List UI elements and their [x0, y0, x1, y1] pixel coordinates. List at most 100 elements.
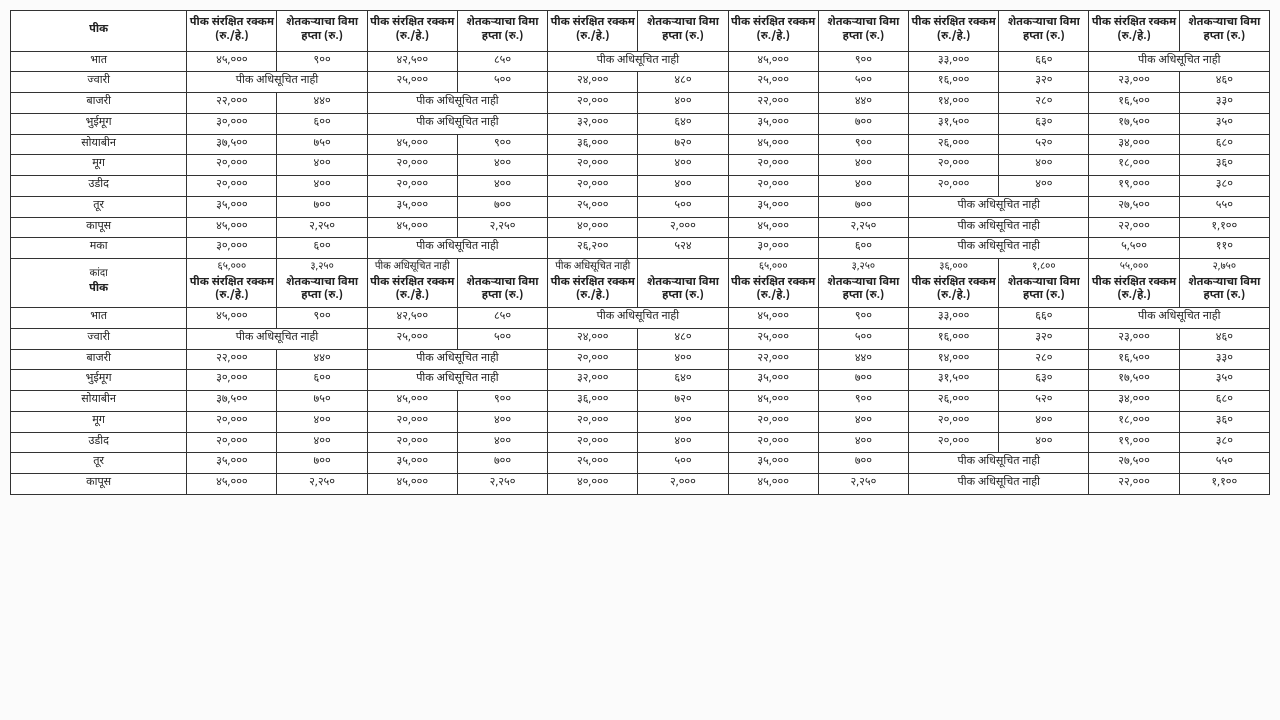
not-notified-cell: पीक अधिसूचित नाही [187, 328, 367, 349]
protected-amount: ४२,५०० [367, 51, 457, 72]
premium: ३२० [999, 72, 1089, 93]
not-notified-cell: पीक अधिसूचित नाही [548, 308, 728, 329]
protected-amount: २०,००० [728, 411, 818, 432]
not-notified-cell: पीक अधिसूचित नाही [909, 474, 1089, 495]
premium: ९०० [277, 51, 367, 72]
protected-amount: ३०,००० [728, 238, 818, 259]
stacked-cell: ३,२५० शेतकऱ्याचा विमा हप्ता (रु.) [818, 259, 908, 308]
premium: ५२० [999, 391, 1089, 412]
protected-amount: २०,००० [909, 411, 999, 432]
crop-name: ज्वारी [11, 328, 187, 349]
protected-amount: ३७,५०० [187, 134, 277, 155]
premium: ४०० [818, 155, 908, 176]
premium: ४०० [277, 411, 367, 432]
protected-amount: ४५,००० [367, 217, 457, 238]
protected-amount: २०,००० [187, 155, 277, 176]
protected-amount: २४,००० [548, 72, 638, 93]
crop-name: मूग [11, 411, 187, 432]
premium: ८५० [457, 308, 547, 329]
premium: ९०० [818, 134, 908, 155]
premium: ४०० [999, 432, 1089, 453]
protected-amount: १८,००० [1089, 411, 1179, 432]
premium: ४४० [818, 349, 908, 370]
stacked-cell: ३,२५० शेतकऱ्याचा विमा हप्ता (रु.) [277, 259, 367, 308]
protected-amount: २०,००० [367, 155, 457, 176]
premium: ७०० [818, 370, 908, 391]
crop-name-stacked: कांदा पीक [11, 259, 187, 308]
header-premium: शेतकऱ्याचा विमा हप्ता (रु.) [460, 277, 545, 305]
header-protected-amount: पीक संरक्षित रक्कम (रु./हे.) [370, 277, 455, 305]
not-notified-cell: पीक अधिसूचित नाही [548, 51, 728, 72]
protected-amount: ४५,००० [728, 51, 818, 72]
protected-amount: १७,५०० [1089, 370, 1179, 391]
table-body: भात४५,०००९००४२,५००८५०पीक अधिसूचित नाही४५… [11, 51, 1270, 494]
premium: ३३० [1179, 349, 1269, 370]
crop-name: सोयाबीन [11, 391, 187, 412]
crop-name: भुईमूग [11, 370, 187, 391]
premium: ४०० [818, 176, 908, 197]
premium: ९०० [277, 308, 367, 329]
not-notified-cell: पीक अधिसूचित नाही [367, 370, 547, 391]
premium: ६८० [1179, 134, 1269, 155]
premium: ५०० [638, 196, 728, 217]
premium: २८० [999, 93, 1089, 114]
premium: ३,२५० [279, 262, 364, 275]
crop-name: कापूस [11, 217, 187, 238]
protected-amount: ३२,००० [548, 113, 638, 134]
protected-amount: ३१,५०० [909, 113, 999, 134]
protected-amount: ३२,००० [548, 370, 638, 391]
not-notified-cell: पीक अधिसूचित नाही [1089, 51, 1270, 72]
table-row: भुईमूग३०,०००६००पीक अधिसूचित नाही३२,०००६४… [11, 113, 1270, 134]
protected-amount: २०,००० [367, 432, 457, 453]
premium: ७५० [277, 134, 367, 155]
protected-amount: ६५,००० [189, 262, 274, 275]
header-premium: शेतकऱ्याचा विमा हप्ता (रु.) [999, 11, 1089, 52]
header-protected-amount: पीक संरक्षित रक्कम (रु./हे.) [911, 277, 996, 305]
table-row: मूग२०,०००४००२०,०००४००२०,०००४००२०,०००४००२… [11, 155, 1270, 176]
premium: २,००० [638, 217, 728, 238]
protected-amount: ६५,००० [731, 262, 816, 275]
premium: २,२५० [457, 474, 547, 495]
table-row: कापूस४५,०००२,२५०४५,०००२,२५०४०,०००२,०००४५… [11, 217, 1270, 238]
premium: ४०० [277, 432, 367, 453]
header-premium: शेतकऱ्याचा विमा हप्ता (रु.) [1001, 277, 1086, 305]
premium: ६६० [999, 51, 1089, 72]
protected-amount: २०,००० [548, 411, 638, 432]
premium: ६४० [638, 370, 728, 391]
premium: २,२५० [277, 474, 367, 495]
table-row: तूर३५,०००७००३५,०००७००२५,०००५००३५,०००७००प… [11, 453, 1270, 474]
premium: ८५० [457, 51, 547, 72]
table-row: सोयाबीन३७,५००७५०४५,०००९००३६,०००७२०४५,०००… [11, 391, 1270, 412]
protected-amount: २०,००० [548, 155, 638, 176]
protected-amount: १६,५०० [1089, 349, 1179, 370]
protected-amount: १६,००० [909, 328, 999, 349]
crop-name: सोयाबीन [11, 134, 187, 155]
header-protected-amount: पीक संरक्षित रक्कम (रु./हे.) [548, 11, 638, 52]
stacked-cell: २,७५० शेतकऱ्याचा विमा हप्ता (रु.) [1179, 259, 1269, 308]
header-premium: शेतकऱ्याचा विमा हप्ता (रु.) [640, 277, 725, 305]
protected-amount: १४,००० [909, 349, 999, 370]
premium: ४०० [818, 432, 908, 453]
crop-name: मूग [11, 155, 187, 176]
not-notified-cell: पीक अधिसूचित नाही [367, 93, 547, 114]
protected-amount: २२,००० [187, 93, 277, 114]
protected-amount: ४५,००० [728, 308, 818, 329]
premium: ४८० [638, 72, 728, 93]
crop-name: तूर [11, 196, 187, 217]
protected-amount: २०,००० [548, 176, 638, 197]
premium: ३,२५० [821, 262, 906, 275]
premium: ४४० [818, 93, 908, 114]
protected-amount: ४५,००० [728, 134, 818, 155]
premium: ११० [1179, 238, 1269, 259]
header-premium: शेतकऱ्याचा विमा हप्ता (रु.) [277, 11, 367, 52]
premium: ६०० [277, 370, 367, 391]
protected-amount: २०,००० [187, 432, 277, 453]
header-premium: शेतकऱ्याचा विमा हप्ता (रु.) [638, 11, 728, 52]
premium: ३६० [1179, 411, 1269, 432]
protected-amount: ४५,००० [187, 474, 277, 495]
protected-amount: ४५,००० [728, 217, 818, 238]
protected-amount: २०,००० [367, 176, 457, 197]
crop-name: कांदा [13, 269, 184, 282]
premium: २,२५० [457, 217, 547, 238]
header-protected-amount: पीक संरक्षित रक्कम (रु./हे.) [1089, 11, 1179, 52]
